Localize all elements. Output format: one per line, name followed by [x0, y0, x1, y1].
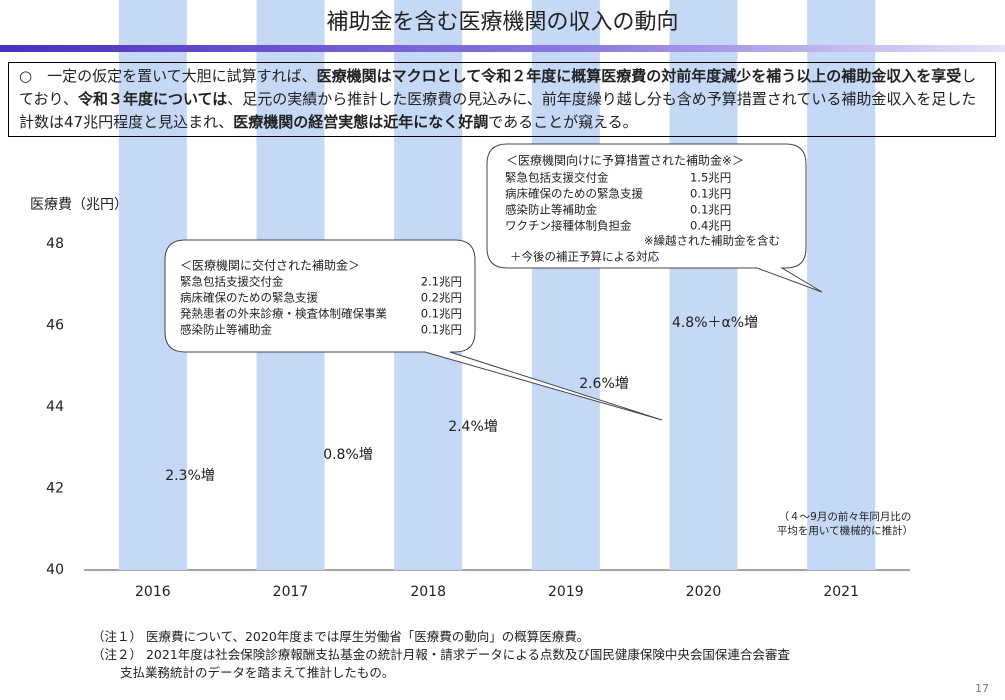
callout-item: 緊急包括支援交付金 [180, 275, 284, 289]
x-tick-label: 2017 [273, 584, 309, 600]
growth-label: 0.8%増 [323, 447, 373, 463]
callout-amount: 0.1兆円 [421, 323, 462, 337]
callout-title: ＜医療機関に交付された補助金＞ [180, 258, 360, 273]
y-tick-label: 42 [46, 481, 64, 497]
callout-item: 病床確保のための緊急支援 [180, 291, 318, 305]
callout-item: 緊急包括支援交付金 [505, 171, 609, 185]
callout-item: ワクチン接種体制負担金 [505, 219, 632, 233]
callout-amount: 0.1兆円 [421, 307, 462, 321]
intro-text: であることが窺える。 [488, 113, 638, 131]
intro-text: ○ 一定の仮定を置いて大胆に試算すれば、 [19, 67, 317, 85]
bar-segment [669, 0, 738, 570]
title-rule [0, 45, 1005, 52]
callout-amount: 2.1兆円 [421, 275, 462, 289]
callout-amount: 0.1兆円 [690, 203, 731, 217]
page-title: 補助金を含む医療機関の収入の動向 [326, 10, 679, 35]
callout-item: 病床確保のための緊急支援 [505, 187, 643, 201]
footnote: 支払業務統計のデータを踏まえて推計したもの。 [120, 665, 395, 680]
x-tick-label: 2019 [548, 584, 584, 600]
bar-segment [531, 0, 600, 570]
intro-text: 、足元の実績から推計した医療費の見込みに、前年度繰り越し分も含め予算措置されてい… [19, 90, 977, 131]
callout-box [164, 239, 663, 421]
intro-text: 医療機関はマクロとして令和２年度に概算医療費の対前年度減少を補う以上の補助金収入… [316, 67, 962, 85]
callout-item: 発熱患者の外来診療・検査体制確保事業 [180, 307, 387, 321]
callout-box [486, 143, 823, 293]
growth-label: 4.8%＋α%増 [672, 315, 758, 331]
intro-text: 医療機関の経営実態は近年になく好調 [233, 113, 489, 131]
callout-amount: 0.2兆円 [421, 291, 462, 305]
bar-segment [807, 0, 876, 570]
y-tick-label: 46 [46, 318, 64, 334]
growth-label: 2.6%増 [579, 376, 629, 392]
callout-amount: 0.1兆円 [690, 187, 731, 201]
callout-note: ＋今後の補正予算による対応 [510, 250, 660, 264]
footnote: （注１） 医療費について、2020年度までは厚生労働省「医療費の動向」の概算医療… [92, 629, 590, 644]
y-tick-label: 40 [46, 562, 64, 578]
page-number: 17 [975, 682, 989, 695]
y-tick-label: 48 [46, 236, 64, 252]
callout-title: ＜医療機関向けに予算措置された補助金※＞ [506, 153, 744, 168]
intro-text: しており、 [19, 67, 977, 108]
x-tick-label: 2016 [135, 584, 171, 600]
callout-amount: 0.4兆円 [690, 219, 731, 233]
intro-text: 令和３年度については [77, 90, 228, 108]
callout-note: ※繰越された補助金を含む [644, 234, 780, 248]
estimate-note: 平均を用いて機械的に推計） [777, 524, 913, 537]
x-tick-label: 2021 [823, 584, 859, 600]
growth-label: 2.3%増 [165, 468, 215, 484]
y-tick-label: 44 [46, 399, 64, 415]
intro-box: ○ 一定の仮定を置いて大胆に試算すれば、医療機関はマクロとして令和２年度に概算医… [8, 62, 996, 137]
y-axis-label: 医療費（兆円） [30, 196, 128, 213]
footnote: （注２） 2021年度は社会保険診療報酬支払基金の統計月報・請求データによる点数… [92, 647, 790, 662]
callout-item: 感染防止等補助金 [180, 323, 272, 337]
x-tick-label: 2020 [686, 584, 722, 600]
growth-label: 2.4%増 [448, 419, 498, 435]
estimate-note: （４～9月の前々年同月比の [779, 510, 912, 523]
x-tick-label: 2018 [410, 584, 446, 600]
callout-amount: 1.5兆円 [690, 171, 731, 185]
callout-item: 感染防止等補助金 [505, 203, 597, 217]
